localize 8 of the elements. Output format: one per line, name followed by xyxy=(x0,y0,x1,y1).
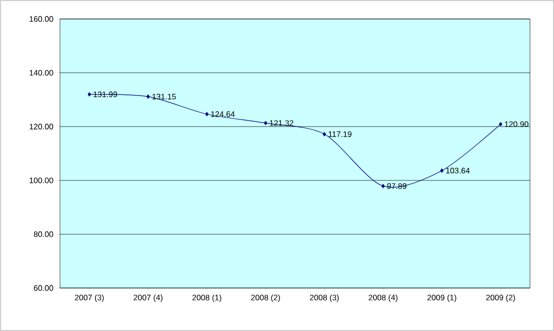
point xyxy=(264,120,268,126)
point xyxy=(440,168,444,173)
point xyxy=(146,94,150,99)
point xyxy=(322,132,326,136)
point xyxy=(88,92,92,96)
point xyxy=(381,184,385,188)
point xyxy=(205,112,209,116)
point xyxy=(498,122,502,126)
